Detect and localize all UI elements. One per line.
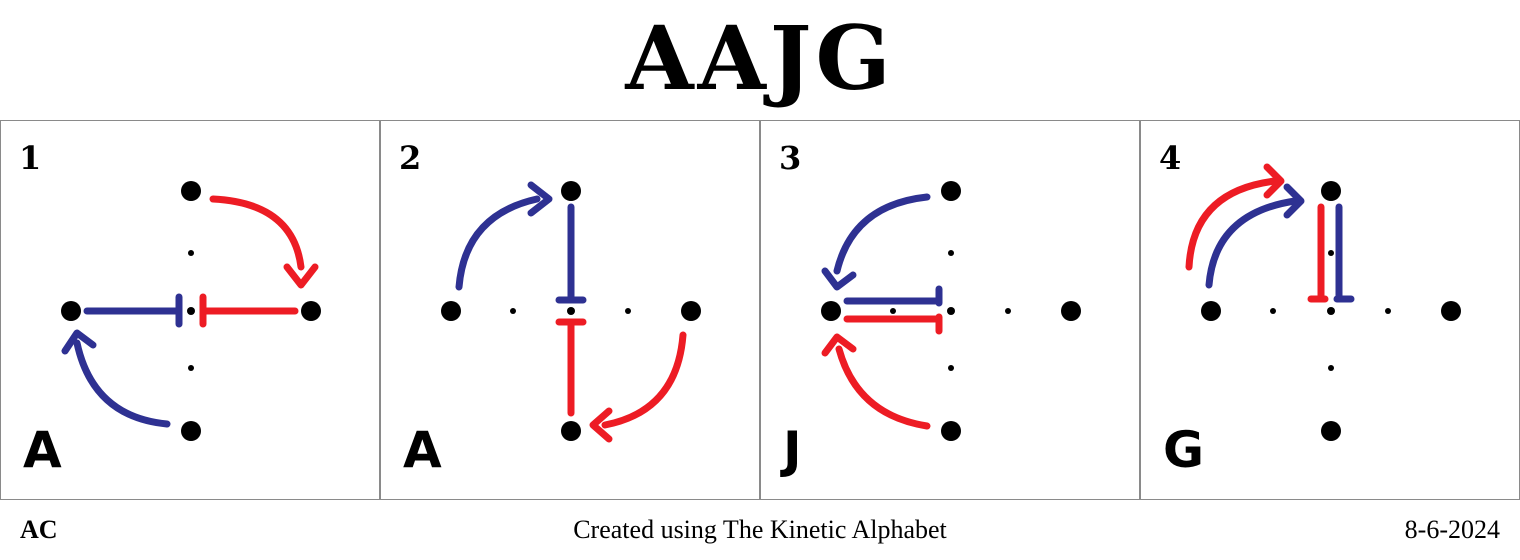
panel-number: 4 — [1159, 139, 1182, 177]
footer-credit: Created using The Kinetic Alphabet — [573, 515, 947, 544]
blue-arrowhead — [527, 181, 553, 217]
grid-dots — [1201, 181, 1461, 441]
red-arrowhead — [283, 263, 319, 289]
red-arc-arrow — [1185, 177, 1279, 271]
grid-dots — [441, 181, 701, 441]
panel-number: 3 — [779, 139, 802, 177]
red-arc-arrow — [835, 345, 931, 430]
panel-number: 1 — [19, 139, 42, 177]
red-arrowhead — [589, 407, 613, 443]
panel-1-diagram — [61, 181, 321, 441]
panel-4: 4 G — [1140, 120, 1520, 500]
panel-letter: A — [403, 421, 442, 479]
blue-arc-arrow — [455, 195, 541, 291]
panel-1: 1 A — [0, 120, 380, 500]
red-arc-arrow — [601, 331, 687, 429]
panel-number: 2 — [399, 139, 422, 177]
footer-author: AC — [20, 515, 58, 544]
blue-arrowhead — [1283, 183, 1305, 219]
blue-arc-arrow — [833, 193, 931, 275]
panel-strip: 1 A 2 A — [0, 120, 1520, 500]
page-title: AAJG — [625, 6, 895, 110]
red-arrowhead — [821, 333, 857, 357]
panel-2-diagram — [441, 181, 701, 443]
blue-arrowhead — [821, 267, 857, 291]
footer-date: 8-6-2024 — [1404, 515, 1500, 544]
red-arrowhead — [1263, 163, 1285, 199]
panel-3-diagram — [821, 181, 1081, 441]
blue-arc-arrow — [1205, 197, 1299, 289]
blue-arc-arrow — [73, 339, 171, 428]
panel-4-diagram — [1185, 163, 1461, 441]
grid-dots — [821, 181, 1081, 441]
panel-3: 3 J — [760, 120, 1140, 500]
panel-2: 2 A — [380, 120, 760, 500]
red-arc-arrow — [209, 195, 305, 271]
blue-arrowhead — [61, 329, 97, 355]
panel-letter: A — [23, 421, 62, 479]
panel-letter: J — [783, 421, 802, 479]
panel-letter: G — [1163, 421, 1205, 479]
